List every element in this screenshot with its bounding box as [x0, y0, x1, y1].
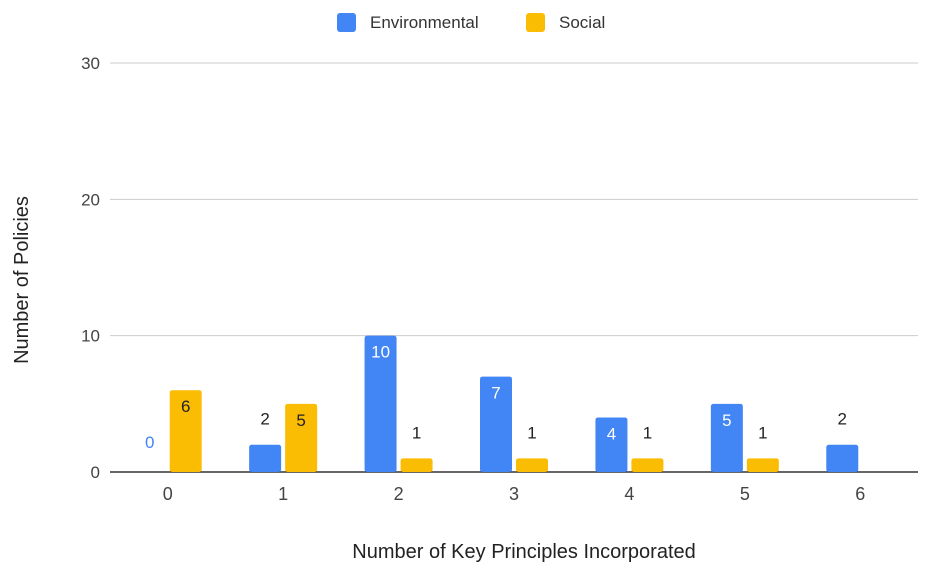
y-tick-label: 20	[81, 190, 100, 209]
x-tick-label: 5	[740, 484, 750, 504]
data-label: 4	[607, 424, 616, 443]
gridlines	[110, 62, 918, 473]
bar-environmental	[595, 417, 628, 472]
y-axis-title: Number of Policies	[11, 196, 33, 364]
bar-social	[285, 403, 318, 472]
data-label: 1	[412, 423, 421, 442]
bars	[169, 335, 859, 472]
data-label: 7	[491, 384, 500, 403]
bar-social	[169, 390, 202, 472]
x-tick-label: 0	[163, 484, 173, 504]
x-tick-label: 1	[278, 484, 288, 504]
y-tick-label: 30	[81, 54, 100, 73]
x-tick-label: 3	[509, 484, 519, 504]
x-tick-label: 4	[624, 484, 634, 504]
bar-social	[516, 458, 548, 472]
data-label: 2	[260, 410, 269, 429]
bar-environmental	[480, 376, 512, 472]
y-tick-label: 10	[81, 327, 100, 346]
legend[interactable]: Environmental Social	[337, 13, 605, 32]
data-label: 5	[296, 411, 305, 430]
bar-environmental	[826, 444, 859, 472]
x-tick-label: 6	[855, 484, 865, 504]
x-axis-title: Number of Key Principles Incorporated	[352, 541, 696, 563]
data-label: 1	[758, 423, 767, 442]
legend-swatch-social	[526, 13, 545, 32]
legend-label-social: Social	[559, 13, 605, 32]
data-label: 2	[838, 410, 847, 429]
data-label: 10	[371, 343, 390, 362]
bar-environmental	[249, 444, 282, 472]
data-labels: 0 6 2 5 10 1 7 1 4 1 5 1 2	[145, 343, 847, 452]
data-label: 1	[643, 423, 652, 442]
bar-social	[400, 458, 433, 472]
data-label: 1	[527, 423, 536, 442]
x-tick-label: 2	[394, 484, 404, 504]
legend-label-environmental: Environmental	[370, 13, 479, 32]
data-label: 6	[181, 397, 190, 416]
bar-social	[746, 458, 779, 472]
data-label: 5	[722, 411, 731, 430]
y-tick-label: 0	[91, 463, 100, 482]
bar-environmental	[710, 403, 743, 472]
bar-environmental	[364, 335, 397, 472]
bar-social	[631, 458, 664, 472]
legend-swatch-environmental	[337, 13, 356, 32]
data-label: 0	[145, 433, 154, 452]
